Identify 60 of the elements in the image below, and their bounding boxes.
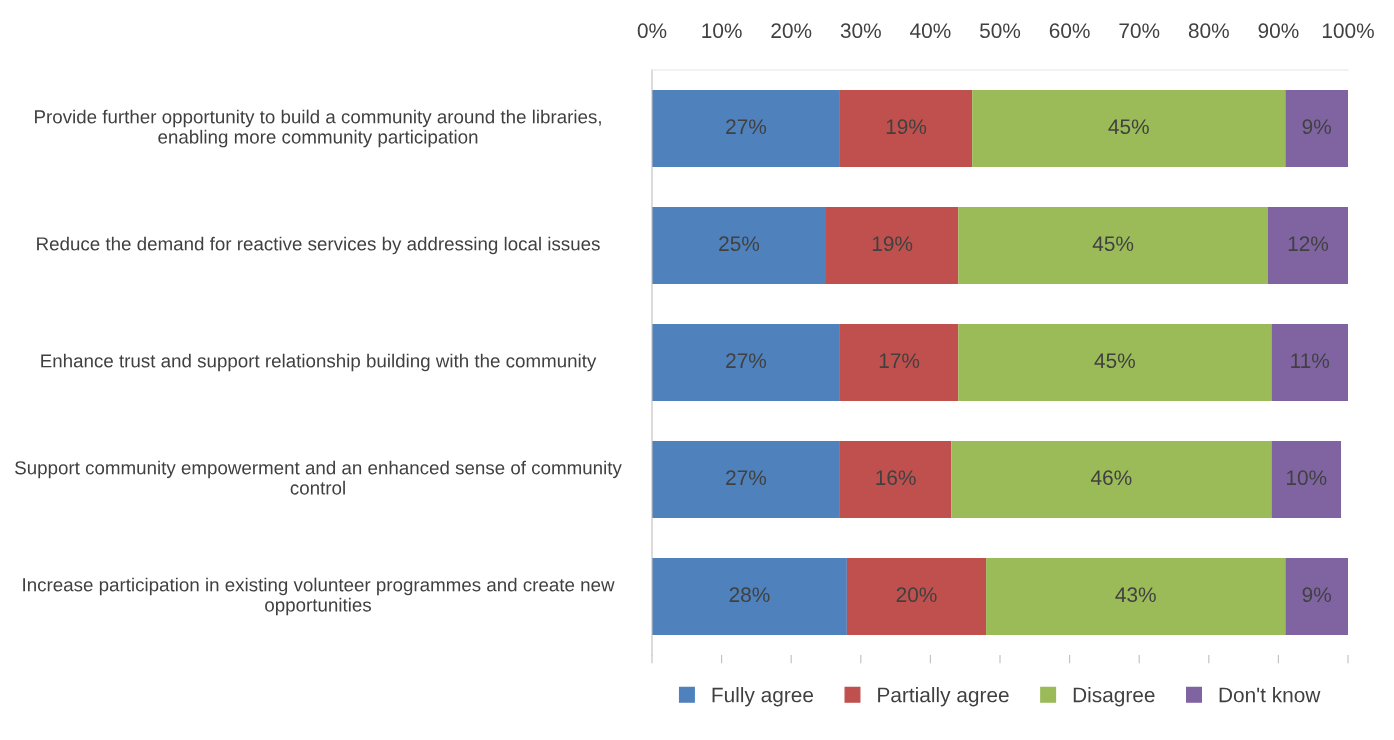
data-label: 43% <box>1115 587 1156 603</box>
y-tick-label: Reduce the demand for reactive services by addressing local issues <box>37 236 600 255</box>
bar <box>1285 89 1348 168</box>
data-label: 20% <box>896 587 937 603</box>
bar <box>1271 440 1342 519</box>
bar <box>1267 206 1348 285</box>
data-label: 27% <box>726 119 767 135</box>
bar <box>839 440 952 519</box>
data-label: 16% <box>876 470 916 486</box>
data-label: 46% <box>1090 470 1132 486</box>
data-label: 27% <box>726 353 767 369</box>
legend-label: Don't know <box>1219 687 1321 703</box>
x-tick-label: 60% <box>1049 23 1090 39</box>
data-label: 12% <box>1288 236 1329 252</box>
x-tick-label: 50% <box>979 23 1021 39</box>
y-tick-label: Provide further opportunity to build a community around the libraries, enabling more community participation <box>35 109 601 148</box>
x-tick-label: 90% <box>1258 23 1299 39</box>
legend-label: Fully agree <box>712 687 814 707</box>
data-label: 45% <box>1094 353 1135 369</box>
y-tick-label: Enhance trust and support relationship building with the community <box>41 353 597 372</box>
data-label: 11% <box>1291 353 1330 369</box>
bar <box>839 323 959 402</box>
bar <box>652 557 847 636</box>
bar <box>652 323 840 402</box>
x-tick-label: 20% <box>771 23 812 39</box>
x-tick-label: 80% <box>1188 23 1229 39</box>
bar <box>1285 557 1348 636</box>
data-label: 9% <box>1302 587 1331 603</box>
x-tick-label: 70% <box>1119 23 1160 39</box>
bar <box>839 89 973 168</box>
legend-label: Disagree <box>1073 687 1155 707</box>
bar <box>958 323 1272 402</box>
bar <box>986 557 1286 636</box>
data-label: 25% <box>719 236 760 252</box>
bar <box>1271 323 1348 402</box>
bar <box>951 440 1272 519</box>
data-label: 19% <box>886 119 927 135</box>
data-label: 17% <box>879 353 920 369</box>
bar <box>652 89 840 168</box>
data-label: 19% <box>872 236 913 252</box>
data-label: 28% <box>729 587 770 603</box>
x-tick-label: 100% <box>1322 23 1374 39</box>
y-tick-label: Support community empowerment and an enhanced sense of community control <box>15 460 622 495</box>
bar <box>652 440 840 519</box>
data-label: 9% <box>1302 119 1331 135</box>
bar <box>972 89 1286 168</box>
bar <box>652 206 826 285</box>
data-label: 45% <box>1108 119 1149 135</box>
data-label: 27% <box>726 470 767 486</box>
bar <box>826 206 959 285</box>
data-label: 45% <box>1092 236 1134 252</box>
x-tick-label: 0% <box>637 23 667 39</box>
x-tick-label: 10% <box>702 23 742 39</box>
data-label: 10% <box>1286 470 1327 486</box>
bar <box>846 557 987 636</box>
x-tick-label: 40% <box>910 23 951 39</box>
legend-label: Partially agree <box>878 687 1009 707</box>
y-tick-label: Increase participation in existing volunteer programmes and create new opportunities <box>23 577 615 616</box>
bar <box>958 206 1268 285</box>
x-tick-label: 30% <box>840 23 881 39</box>
